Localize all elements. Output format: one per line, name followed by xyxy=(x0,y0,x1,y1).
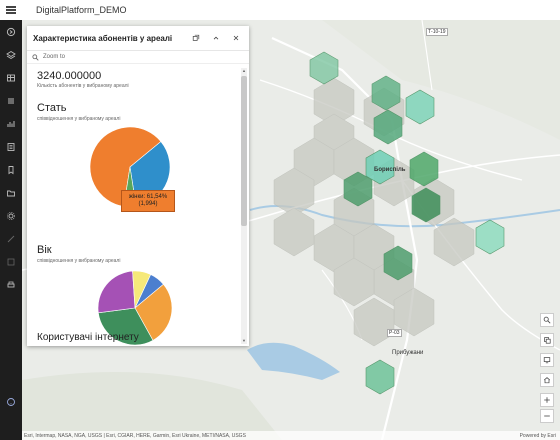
collapse-button[interactable] xyxy=(209,31,223,45)
zoom-to-label: Zoom to xyxy=(43,54,66,60)
chart-button[interactable] xyxy=(3,116,19,132)
zoom-to-action[interactable]: Zoom to xyxy=(27,51,249,64)
settings-button[interactable] xyxy=(3,208,19,224)
home-icon xyxy=(543,377,551,384)
chevron-up-icon xyxy=(213,36,219,40)
internet-users-title: Користувачі інтернету xyxy=(37,332,139,343)
help-button[interactable] xyxy=(3,394,19,410)
screen-button[interactable] xyxy=(540,353,554,367)
scroll-up-arrow[interactable]: ▲ xyxy=(242,68,246,73)
panel-scrollbar[interactable]: ▲ ▼ xyxy=(241,68,247,344)
road-shield-1: Т-10-19 xyxy=(426,28,448,36)
road-shield-2: Р-03 xyxy=(387,329,402,337)
measure-button[interactable] xyxy=(3,231,19,247)
dock-button[interactable] xyxy=(189,31,203,45)
bar-chart-icon xyxy=(7,121,15,127)
age-section-subtitle: співвідношення у вибраному ареалі xyxy=(37,258,121,264)
age-section-title: Вік xyxy=(37,244,52,256)
subscriber-count-caption: Кількість абонентів у вибраному ареалі xyxy=(37,83,129,89)
map-attribution: Esri, Intermap, NASA, NGA, USGS | Esri, … xyxy=(22,431,560,440)
gear-icon xyxy=(6,211,16,221)
folder-button[interactable] xyxy=(3,185,19,201)
age-pie-chart[interactable] xyxy=(97,270,173,346)
circle-arrow-icon xyxy=(6,27,16,37)
app-header: DigitalPlatform_DEMO xyxy=(0,0,560,20)
help-icon xyxy=(7,398,15,406)
table-button[interactable] xyxy=(3,70,19,86)
basemap-icon xyxy=(544,337,551,344)
monitor-icon xyxy=(543,357,551,364)
age-pie-slice-1[interactable] xyxy=(134,283,173,341)
gender-section-subtitle: співвідношення у вибраному ареалі xyxy=(37,116,121,122)
zoom-in-button[interactable] xyxy=(540,393,554,407)
age-pie-slice-3[interactable] xyxy=(97,270,136,314)
scroll-down-arrow[interactable]: ▼ xyxy=(242,338,246,343)
layers-icon xyxy=(6,50,16,60)
legend-button[interactable] xyxy=(3,139,19,155)
panel-body: 3240.000000 Кількість абонентів у вибран… xyxy=(27,66,239,346)
info-panel: Характеристика абонентів у ареалі Zoom t… xyxy=(27,26,249,346)
list-icon xyxy=(8,98,14,104)
city-label: Бориспіль xyxy=(374,167,406,173)
tooltip-line2: (1,994) xyxy=(138,201,158,207)
panel-title: Характеристика абонентів у ареалі xyxy=(33,33,173,43)
list-button[interactable] xyxy=(3,93,19,109)
stack-button[interactable] xyxy=(3,47,19,63)
bookmark-icon xyxy=(8,166,14,175)
close-icon xyxy=(233,35,239,41)
plus-icon xyxy=(544,397,550,403)
subscriber-count: 3240.000000 xyxy=(37,70,102,82)
tooltip-line1: жінки: 61,54% xyxy=(128,194,168,200)
hamburger-icon xyxy=(6,9,16,11)
print-button[interactable] xyxy=(3,277,19,293)
home-button[interactable] xyxy=(540,373,554,387)
search-icon xyxy=(543,316,551,324)
basemap-gallery-button[interactable] xyxy=(540,333,554,347)
gender-section-title: Стать xyxy=(37,102,67,114)
close-button[interactable] xyxy=(229,31,243,45)
folder-icon xyxy=(7,190,15,197)
printer-icon xyxy=(7,281,15,288)
minus-icon xyxy=(544,415,550,417)
chart-tooltip: жінки: 61,54% (1,994) xyxy=(121,190,175,212)
search-button[interactable] xyxy=(540,313,554,327)
legend-icon xyxy=(7,143,15,151)
gender-pie-slice-0[interactable] xyxy=(89,126,162,207)
layers-button[interactable] xyxy=(3,24,19,40)
grid-icon xyxy=(7,258,15,266)
magnifier-icon xyxy=(32,53,39,61)
age-pie-slice-2[interactable] xyxy=(97,307,154,346)
table-icon xyxy=(7,74,15,82)
bookmark-button[interactable] xyxy=(3,162,19,178)
panel-header: Характеристика абонентів у ареалі xyxy=(27,26,249,51)
scroll-thumb[interactable] xyxy=(241,76,247,226)
powered-by-esri[interactable]: Powered by Esri xyxy=(519,433,556,439)
menu-button[interactable] xyxy=(0,0,22,20)
zoom-out-button[interactable] xyxy=(540,409,554,423)
ruler-icon xyxy=(7,235,15,243)
app-title: DigitalPlatform_DEMO xyxy=(36,5,127,15)
left-toolbar xyxy=(0,20,22,440)
dock-icon xyxy=(192,34,200,41)
town-label: Прибужани xyxy=(392,350,424,356)
age-pie-slice-4[interactable] xyxy=(132,270,152,309)
grid-button[interactable] xyxy=(3,254,19,270)
